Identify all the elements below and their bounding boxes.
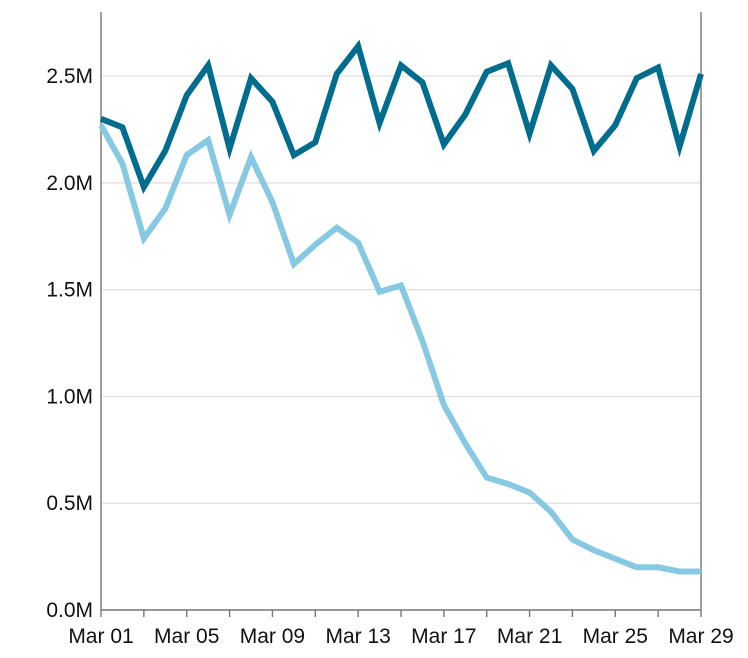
x-tick-label: Mar 09 <box>240 625 305 648</box>
y-tick-label: 1.0M <box>46 385 93 408</box>
x-tick-labels: Mar 01 Mar 05 Mar 09 Mar 13 Mar 17 Mar 21 Mar … <box>68 625 733 648</box>
axes <box>100 12 702 617</box>
y-tick-label: 2.0M <box>46 172 93 195</box>
x-tick-label: Mar 25 <box>583 625 648 648</box>
x-tick-label: Mar 21 <box>497 625 562 648</box>
series-line-1 <box>99 39 704 195</box>
series-line-2 <box>98 123 701 575</box>
y-tick-label: 0.0M <box>46 599 93 622</box>
y-tick-labels: 0.0M 0.5M 1.0M 1.5M 2.0M 2.5M <box>46 65 93 622</box>
x-tick-label: Mar 17 <box>411 625 476 648</box>
series-lines <box>98 39 704 575</box>
x-tick-label: Mar 01 <box>68 625 133 648</box>
x-tick-label: Mar 29 <box>668 625 733 648</box>
x-tick-label: Mar 05 <box>154 625 219 648</box>
y-tick-label: 2.5M <box>46 65 93 88</box>
y-tick-label: 1.5M <box>46 279 93 302</box>
x-tick-label: Mar 13 <box>325 625 390 648</box>
y-tick-label: 0.5M <box>46 492 93 515</box>
